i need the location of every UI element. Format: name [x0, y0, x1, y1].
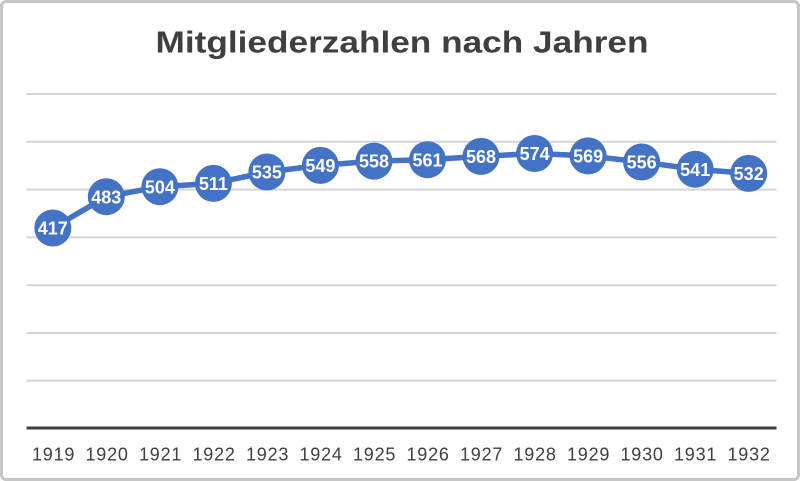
svg-text:1928: 1928: [513, 445, 556, 465]
svg-text:511: 511: [199, 174, 228, 194]
svg-text:556: 556: [627, 153, 657, 173]
svg-text:1930: 1930: [620, 445, 663, 465]
svg-text:532: 532: [734, 164, 764, 184]
svg-text:569: 569: [573, 147, 603, 167]
svg-text:574: 574: [520, 144, 550, 164]
svg-text:1932: 1932: [727, 445, 770, 465]
svg-text:1925: 1925: [353, 445, 396, 465]
svg-text:535: 535: [252, 163, 282, 183]
svg-text:1920: 1920: [85, 445, 128, 465]
svg-text:1919: 1919: [32, 445, 75, 465]
svg-text:561: 561: [412, 150, 442, 170]
svg-text:549: 549: [305, 156, 335, 176]
svg-text:1922: 1922: [192, 445, 235, 465]
svg-text:1924: 1924: [299, 445, 342, 465]
svg-text:504: 504: [145, 177, 175, 197]
svg-text:558: 558: [359, 152, 389, 172]
svg-text:1923: 1923: [246, 445, 289, 465]
svg-text:568: 568: [466, 147, 496, 167]
svg-text:1926: 1926: [406, 445, 449, 465]
svg-text:1929: 1929: [567, 445, 610, 465]
svg-text:417: 417: [38, 219, 68, 239]
svg-text:1931: 1931: [674, 445, 717, 465]
svg-text:Mitgliederzahlen nach Jahren: Mitgliederzahlen nach Jahren: [156, 25, 649, 60]
svg-text:483: 483: [91, 187, 121, 207]
svg-text:1927: 1927: [460, 445, 503, 465]
svg-text:1921: 1921: [139, 445, 182, 465]
svg-text:541: 541: [680, 160, 710, 180]
